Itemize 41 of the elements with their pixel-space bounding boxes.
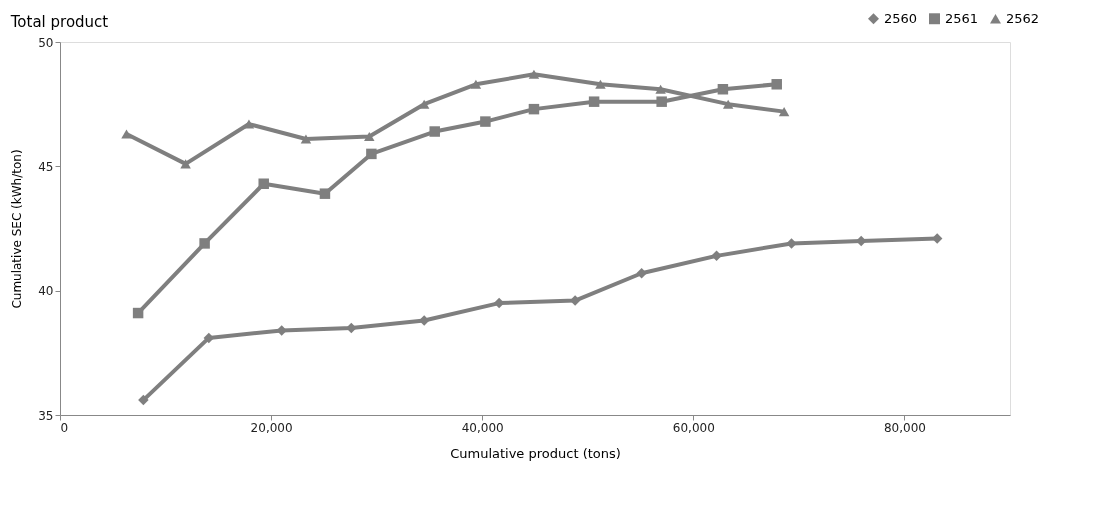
x-tick-label: 80,000 <box>883 420 926 435</box>
point <box>595 79 606 89</box>
point <box>366 148 377 160</box>
point <box>480 116 491 127</box>
point <box>528 69 540 79</box>
point <box>429 126 440 137</box>
point <box>655 84 666 94</box>
point <box>656 96 667 107</box>
x-tick-label: 60,000 <box>672 420 715 435</box>
x-tick-label: 40,000 <box>461 420 504 435</box>
x-tick-label: 0 <box>60 420 69 435</box>
point <box>588 96 600 107</box>
x-axis-title: Cumulative product (tons) <box>450 445 621 461</box>
x-tick-label: 20,000 <box>250 420 293 435</box>
point <box>528 103 540 115</box>
point <box>711 250 722 262</box>
y-tick-label: 45 <box>38 159 54 174</box>
point <box>138 394 149 406</box>
point <box>121 129 132 139</box>
chart-title: Total product <box>9 13 109 31</box>
point <box>258 178 269 189</box>
legend-label: 2562 <box>1006 10 1040 26</box>
point <box>180 159 191 169</box>
y-tick-label: 40 <box>38 284 54 299</box>
y-tick-label: 50 <box>38 35 54 50</box>
legend-label: 2560 <box>884 10 918 26</box>
point <box>300 134 312 144</box>
point <box>470 79 482 89</box>
point <box>346 322 357 334</box>
point <box>636 268 647 279</box>
point <box>722 99 734 109</box>
y-tick-label: 35 <box>38 408 54 423</box>
point <box>319 188 331 199</box>
y-axis-title: Cumulative SEC (kWh/ton) <box>10 149 25 309</box>
point <box>771 79 782 90</box>
point <box>778 107 790 117</box>
legend-label: 2561 <box>945 10 979 26</box>
point <box>132 307 144 319</box>
point <box>717 84 729 95</box>
point <box>364 131 375 142</box>
point <box>199 238 210 249</box>
